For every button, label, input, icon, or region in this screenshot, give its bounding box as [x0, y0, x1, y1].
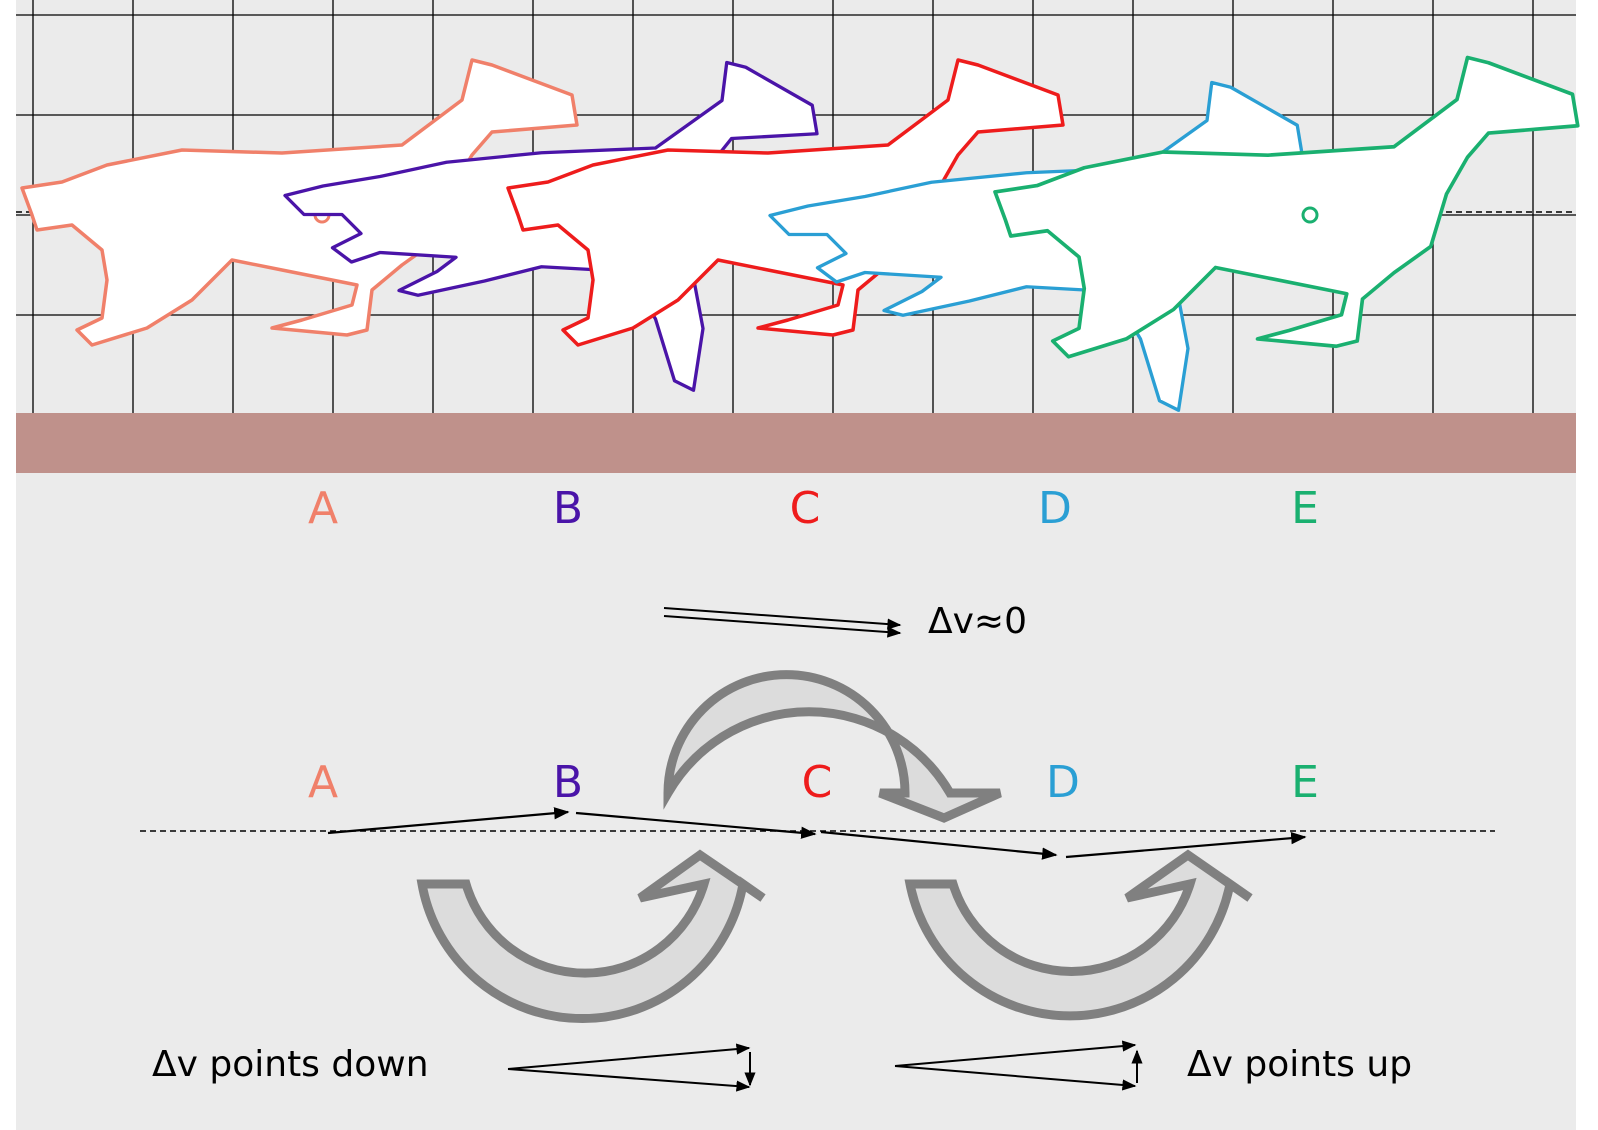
velocity-vector-after — [663, 615, 902, 638]
horse-outline-e — [993, 55, 1580, 359]
delta-v-down-label: Δv points down — [152, 1044, 429, 1085]
v-before-up — [894, 1065, 1137, 1091]
position-label-d: D — [1046, 757, 1080, 808]
position-label-e: E — [1291, 757, 1319, 808]
ground-strip — [16, 413, 1576, 473]
curved-arrow-bottom-left — [416, 849, 766, 1023]
horse-silhouettes — [20, 55, 1580, 412]
velocity-c-to-d — [820, 830, 1058, 860]
curved-arrow-bottom-right — [904, 849, 1253, 1021]
velocity-a-to-b — [327, 807, 570, 835]
velocity-vector-before — [663, 607, 902, 630]
frame-label-e: E — [1291, 483, 1319, 534]
v-after-down — [507, 1068, 751, 1092]
center-of-mass-marker-e — [1301, 206, 1319, 224]
horse-outline-c — [506, 58, 1065, 347]
delta-v-up-triangle — [894, 1040, 1143, 1091]
frame-label-d: D — [1038, 483, 1072, 534]
velocity-d-to-e — [1065, 832, 1307, 859]
frame-label-b: B — [553, 483, 583, 534]
delta-v-up-label: Δv points up — [1187, 1044, 1412, 1085]
v-before-down — [507, 1043, 751, 1070]
frame-labels-bottom: A B C D E — [308, 757, 1319, 808]
position-label-c: C — [802, 757, 833, 808]
delta-v-zero-vectors — [663, 607, 902, 638]
v-after-up — [894, 1040, 1137, 1067]
curved-arrow-top — [663, 670, 1002, 823]
delta-v-down-triangle — [507, 1043, 756, 1092]
velocity-b-to-c — [575, 811, 817, 839]
frame-label-c: C — [790, 483, 821, 534]
frame-label-a: A — [308, 483, 338, 534]
position-label-a: A — [308, 757, 338, 808]
position-label-b: B — [553, 757, 583, 808]
frame-labels-top: A B C D E — [308, 483, 1319, 534]
velocity-vectors — [327, 807, 1307, 860]
delta-v-zero-label: Δv≈0 — [928, 601, 1027, 642]
